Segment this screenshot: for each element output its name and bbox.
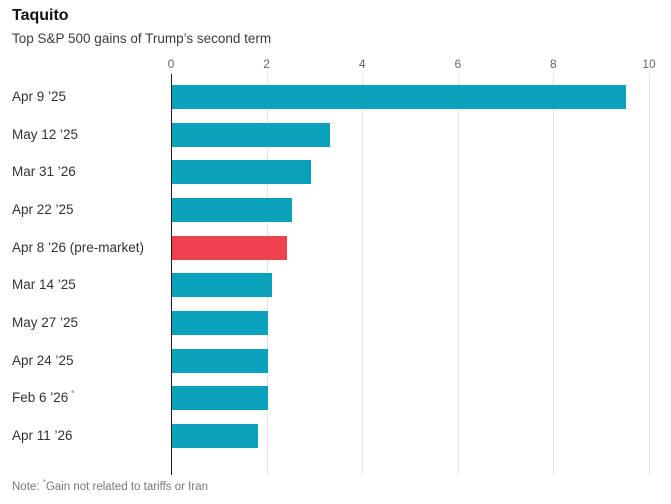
- bar-row-label: Feb 6 ’26 *: [12, 388, 75, 405]
- category-labels: Apr 9 ’25 May 12 ’25 Mar 31 ’26 Apr 22 ’25 A…: [0, 78, 171, 470]
- bar-row-label: Apr 11 ’26: [12, 428, 73, 443]
- gridline: [553, 74, 555, 475]
- footnote-prefix: Note:: [12, 481, 43, 493]
- chart-subtitle: Top S&P 500 gains of Trump’s second term: [12, 31, 272, 46]
- gridline: [649, 74, 650, 475]
- x-tick-label: 8: [550, 57, 557, 71]
- bar: [172, 311, 268, 335]
- footnote-text: Gain not related to tariffs or Iran: [45, 481, 208, 493]
- bar-row-label: Apr 24 ’25: [12, 353, 74, 368]
- bar: [172, 85, 626, 109]
- chart-title: Taquito: [12, 7, 69, 24]
- bar: [172, 273, 272, 297]
- bar: [172, 198, 292, 222]
- bar-highlighted: [172, 236, 287, 260]
- footnote-asterisk: *: [42, 478, 46, 488]
- plot-area: [171, 74, 650, 475]
- x-tick-label: 10: [642, 57, 656, 71]
- bar-row-label: May 27 ’25: [12, 315, 79, 330]
- footnote-mark: *: [68, 388, 75, 400]
- bar-row-label: Apr 8 ’26 (pre-market): [12, 240, 145, 255]
- bar-row-label: Apr 22 ’25: [12, 202, 74, 217]
- bar: [172, 160, 311, 184]
- x-tick-label: 6: [454, 57, 462, 71]
- bar-row-label: Mar 14 ’25: [12, 277, 76, 292]
- bar-row-label: Apr 9 ’25: [12, 89, 67, 104]
- bar-row-label: Mar 31 ’26: [12, 164, 76, 179]
- bar: [172, 123, 330, 147]
- x-tick-label: 0: [167, 57, 175, 71]
- bar: [172, 349, 268, 373]
- x-axis: 0 2 4 6 8 10: [167, 57, 656, 73]
- x-tick-label: 2: [263, 57, 270, 71]
- x-tick-label: 4: [358, 57, 366, 71]
- zero-axis-line: [171, 74, 172, 475]
- gridline: [362, 74, 364, 475]
- bar: [172, 386, 268, 410]
- chart-footnote: Note: *Gain not related to tariffs or Ir…: [12, 478, 208, 493]
- gridline: [457, 74, 459, 475]
- bar: [172, 424, 258, 448]
- bar-row-label: May 12 ’25: [12, 127, 79, 142]
